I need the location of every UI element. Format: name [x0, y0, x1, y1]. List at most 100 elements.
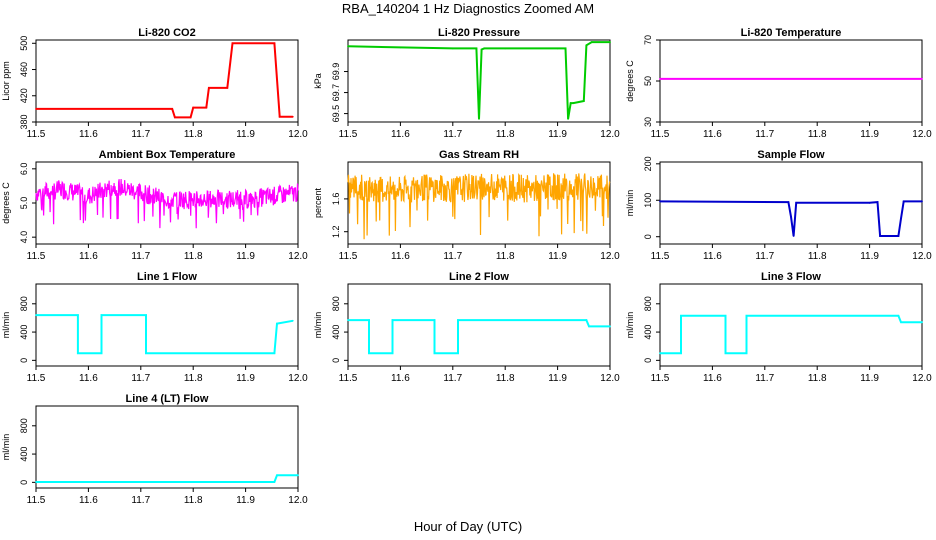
x-tick-label: 12.0	[600, 373, 620, 384]
x-tick-label: 11.8	[184, 495, 203, 506]
y-tick-label: 800	[643, 296, 653, 311]
data-point	[100, 352, 103, 355]
chart-title: Li-820 CO2	[138, 27, 195, 39]
x-tick-label: 11.9	[236, 495, 255, 506]
data-point	[724, 314, 727, 317]
y-tick-label: 0	[19, 480, 29, 485]
data-point	[564, 47, 567, 50]
data-point	[876, 201, 879, 203]
data-point	[297, 474, 299, 477]
series-line	[36, 42, 293, 119]
data-point	[35, 107, 37, 110]
x-tick-label: 11.7	[443, 129, 462, 140]
chart-title: Gas Stream RH	[439, 149, 519, 161]
x-tick-label: 11.7	[131, 495, 150, 506]
data-point	[192, 106, 195, 109]
y-tick-label: 800	[19, 296, 29, 311]
data-point	[189, 116, 192, 119]
x-tick-label: 11.7	[443, 251, 462, 262]
y-tick-label: 30	[643, 117, 653, 127]
y-axis-label: degrees C	[1, 182, 11, 224]
x-tick-label: 12.0	[912, 251, 932, 262]
data-point	[276, 322, 278, 325]
data-point	[680, 352, 682, 355]
data-point	[659, 352, 661, 355]
chart-title: Line 2 Flow	[449, 271, 509, 283]
y-tick-label: 500	[19, 36, 29, 51]
y-tick-label: 69.7	[331, 84, 341, 102]
data-point	[171, 107, 174, 110]
data-point	[897, 314, 900, 317]
data-point	[100, 314, 103, 317]
data-point	[368, 352, 370, 355]
chart-panel-ambient-box-temperature: Ambient Box Temperature degrees C 11.5 11.6…	[1, 149, 308, 262]
data-point	[902, 200, 905, 203]
y-tick-label: 0	[643, 234, 653, 239]
x-tick-label: 11.8	[808, 373, 827, 384]
y-axis-label: percent	[313, 187, 323, 218]
panels-container: Li-820 CO2 Licor ppm 11.5 11.6 11.7 11.8 11.9 1…	[1, 27, 932, 506]
data-point	[745, 352, 748, 355]
x-tick-label: 11.6	[391, 251, 410, 262]
data-point	[145, 352, 147, 355]
x-tick-label: 11.9	[548, 129, 567, 140]
x-tick-label: 11.6	[79, 373, 98, 384]
x-tick-label: 11.8	[808, 251, 827, 262]
x-tick-label: 11.9	[236, 129, 255, 140]
chart-panel-sample-flow: Sample Flow ml/min 11.5 11.6 11.7 11.8 11.9 12.…	[625, 149, 932, 262]
y-axis-label: ml/min	[313, 312, 323, 339]
x-tick-label: 11.6	[391, 129, 410, 140]
chart-title: Line 4 (LT) Flow	[126, 393, 209, 405]
y-tick-label: 200	[643, 156, 653, 171]
y-tick-label: 0	[643, 358, 653, 363]
x-tick-label: 11.6	[703, 129, 722, 140]
data-point	[145, 314, 147, 317]
x-tick-label: 11.5	[339, 251, 358, 262]
x-tick-label: 11.5	[651, 129, 670, 140]
x-tick-label: 11.6	[703, 373, 722, 384]
x-tick-label: 12.0	[288, 495, 308, 506]
x-tick-label: 11.8	[496, 129, 515, 140]
data-point	[792, 235, 795, 237]
x-tick-label: 12.0	[600, 251, 620, 262]
y-tick-label: 0	[19, 358, 29, 363]
x-tick-label: 11.8	[496, 373, 515, 384]
y-tick-label: 5.0	[19, 197, 29, 210]
chart-title: Line 1 Flow	[137, 271, 197, 283]
plot-frame	[35, 405, 299, 489]
chart-panel-line-3-flow: Line 3 Flow ml/min 11.5 11.6 11.7 11.8 11.9 12.…	[625, 271, 932, 384]
y-tick-label: 69.9	[331, 63, 341, 81]
plot-frame	[347, 283, 611, 367]
figure-title: RBA_140204 1 Hz Diagnostics Zoomed AM	[342, 1, 594, 16]
x-tick-label: 12.0	[600, 129, 620, 140]
x-tick-label: 11.6	[79, 495, 98, 506]
chart-panel-gas-stream-rh: Gas Stream RH percent 11.5 11.6 11.7 11.8 11.9…	[313, 149, 620, 262]
data-point	[347, 319, 349, 321]
data-point	[900, 321, 902, 324]
plot-frame	[35, 283, 299, 367]
data-point	[77, 352, 79, 355]
data-point	[585, 44, 588, 47]
data-point	[868, 201, 871, 204]
series-line	[36, 474, 298, 483]
y-tick-label: 460	[19, 62, 29, 77]
y-tick-label: 6.0	[19, 163, 29, 176]
y-tick-label: 400	[331, 325, 341, 340]
data-point	[273, 481, 276, 483]
data-point	[391, 319, 394, 321]
y-tick-label: 69.5	[331, 105, 341, 123]
series-line	[659, 200, 922, 237]
data-point	[659, 78, 661, 80]
chart-panel-line-2-flow: Line 2 Flow ml/min 11.5 11.6 11.7 11.8 11.9 12.…	[313, 271, 620, 384]
data-point	[457, 352, 459, 355]
series-line	[348, 319, 610, 355]
plot-frame	[35, 39, 299, 123]
x-tick-label: 11.9	[860, 373, 879, 384]
data-point	[433, 319, 436, 321]
y-tick-label: 1.6	[331, 193, 341, 206]
x-tick-label: 11.5	[651, 251, 670, 262]
x-tick-label: 11.7	[131, 251, 150, 262]
data-point	[745, 314, 748, 317]
